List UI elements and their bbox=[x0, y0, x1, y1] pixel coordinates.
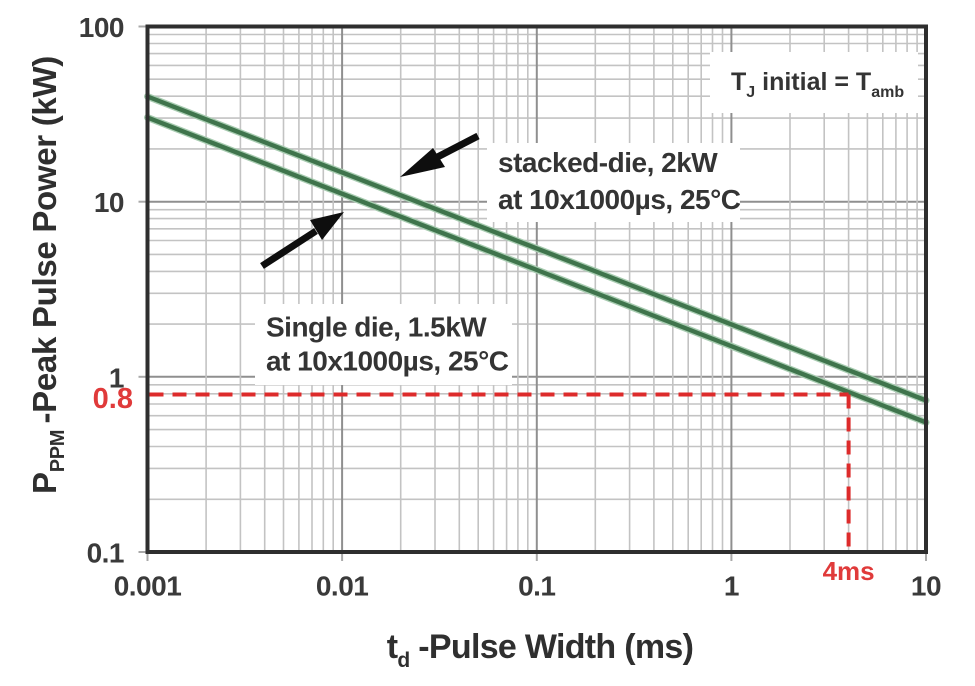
svg-text:100: 100 bbox=[79, 12, 124, 43]
svg-text:0.1: 0.1 bbox=[87, 538, 124, 569]
svg-text:4ms: 4ms bbox=[823, 556, 875, 586]
svg-text:stacked-die, 2kW: stacked-die, 2kW bbox=[498, 147, 718, 178]
svg-text:1: 1 bbox=[724, 571, 739, 602]
svg-text:10: 10 bbox=[911, 571, 941, 602]
svg-text:td -Pulse Width (ms): td -Pulse Width (ms) bbox=[387, 628, 693, 672]
svg-text:at 10x1000µs, 25°C: at 10x1000µs, 25°C bbox=[498, 184, 741, 215]
svg-text:0.8: 0.8 bbox=[93, 383, 133, 415]
svg-text:0.1: 0.1 bbox=[518, 571, 555, 602]
svg-text:10: 10 bbox=[94, 187, 124, 218]
svg-text:at 10x1000µs, 25°C: at 10x1000µs, 25°C bbox=[266, 346, 509, 377]
svg-text:1: 1 bbox=[109, 362, 124, 393]
svg-text:0.01: 0.01 bbox=[316, 571, 369, 602]
svg-text:0.001: 0.001 bbox=[114, 571, 182, 602]
svg-text:PPPM -Peak Pulse Power (kW): PPPM -Peak Pulse Power (kW) bbox=[26, 56, 69, 494]
svg-text:Single die, 1.5kW: Single die, 1.5kW bbox=[266, 312, 487, 343]
